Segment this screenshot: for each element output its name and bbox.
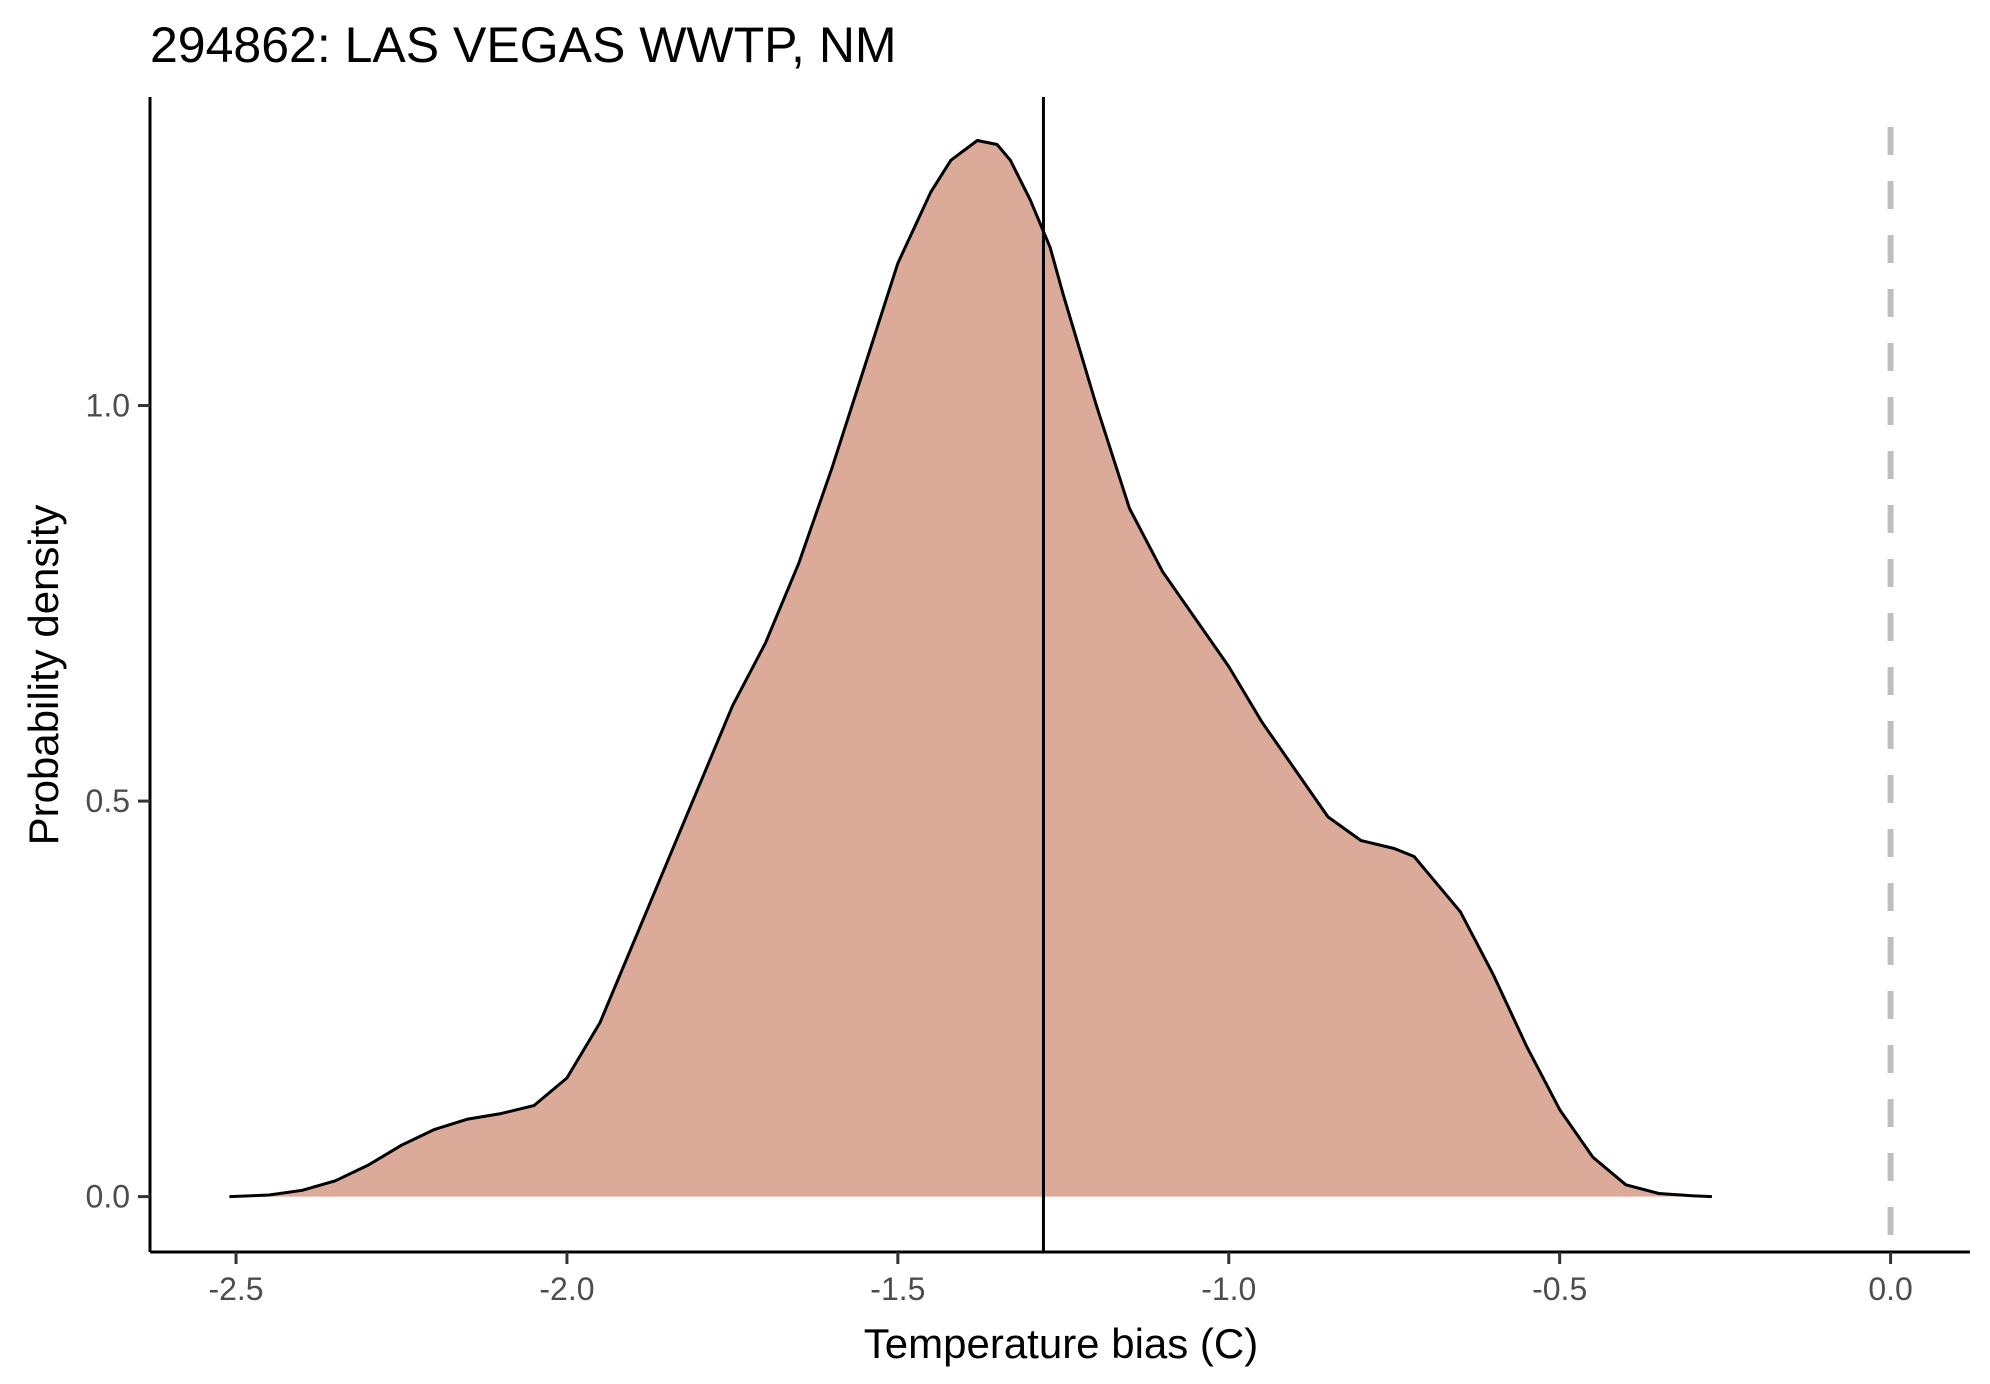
x-tick-label: -0.5: [1532, 1271, 1587, 1307]
plot-area: -2.5 -2.0 -1.5 -1.0 -0.5 0.0 0.0 0.5 1.0: [86, 97, 1970, 1307]
x-axis-title: Temperature bias (C): [864, 1320, 1258, 1367]
x-tick-label: -1.0: [1201, 1271, 1256, 1307]
x-tick-label: -2.0: [539, 1271, 594, 1307]
density-area: [229, 140, 1712, 1197]
x-tick-label: 0.0: [1868, 1271, 1912, 1307]
x-tick-label: -1.5: [870, 1271, 925, 1307]
chart-title: 294862: LAS VEGAS WWTP, NM: [150, 17, 897, 73]
y-tick-label: 0.5: [86, 783, 130, 819]
y-tick-label: 1.0: [86, 388, 130, 424]
x-tick-label: -2.5: [208, 1271, 263, 1307]
y-axis-title: Probability density: [20, 505, 67, 846]
density-curve: [229, 139, 1712, 1199]
y-tick-label: 0.0: [86, 1179, 130, 1215]
